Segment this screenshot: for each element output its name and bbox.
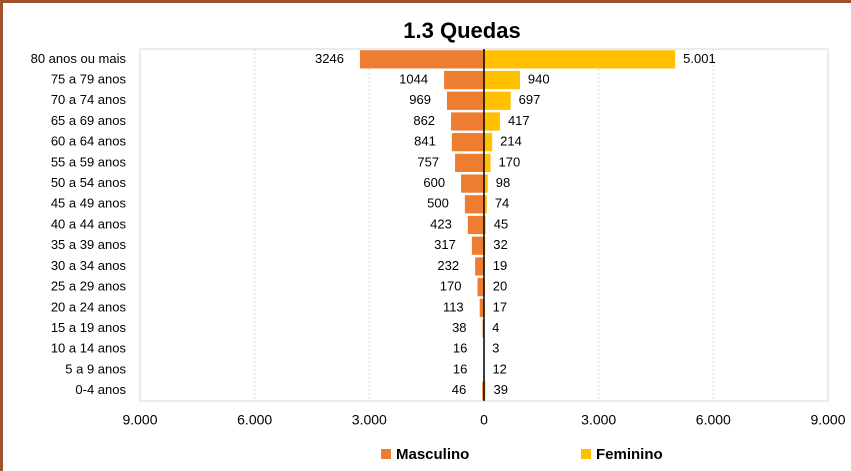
- bar: [484, 70, 520, 90]
- data-label: 697: [519, 92, 541, 107]
- bar: [484, 91, 511, 110]
- data-label: 45: [494, 216, 508, 231]
- category-label: 80 anos ou mais: [31, 51, 127, 66]
- category-label: 55 a 59 anos: [51, 154, 127, 169]
- data-label: 1044: [399, 71, 428, 86]
- data-label: 46: [452, 382, 466, 397]
- data-label: 32: [493, 237, 507, 252]
- bar: [484, 50, 676, 69]
- data-label: 4: [492, 320, 499, 335]
- data-label: 38: [452, 320, 466, 335]
- bar: [451, 112, 484, 131]
- bar: [475, 257, 484, 276]
- x-tick-label: 9.000: [810, 412, 845, 428]
- data-label: 232: [437, 258, 459, 273]
- category-label: 20 a 24 anos: [51, 299, 127, 314]
- category-label: 5 a 9 anos: [65, 361, 126, 376]
- bar: [451, 133, 484, 152]
- data-label: 3246: [315, 51, 344, 66]
- category-label: 25 a 29 anos: [51, 279, 127, 294]
- data-label: 841: [414, 134, 436, 149]
- bar: [446, 91, 484, 110]
- chart-title: 1.3 Quedas: [403, 18, 520, 43]
- data-label: 17: [493, 299, 507, 314]
- data-label: 417: [508, 113, 530, 128]
- data-label: 16: [453, 361, 467, 376]
- data-label: 214: [500, 134, 522, 149]
- data-label: 317: [434, 237, 456, 252]
- data-label: 600: [423, 175, 445, 190]
- data-label: 940: [528, 71, 550, 86]
- data-label: 39: [493, 382, 507, 397]
- category-label: 0-4 anos: [75, 382, 126, 397]
- bar: [484, 133, 493, 152]
- bar: [477, 278, 484, 297]
- category-label: 15 a 19 anos: [51, 320, 127, 335]
- data-label: 423: [430, 216, 452, 231]
- x-tick-label: 3.000: [352, 412, 387, 428]
- category-label: 75 a 79 anos: [51, 71, 127, 86]
- data-label: 862: [413, 113, 435, 128]
- category-label: 30 a 34 anos: [51, 258, 127, 273]
- data-label: 20: [493, 279, 507, 294]
- bar: [484, 195, 487, 214]
- bar: [479, 298, 484, 317]
- bar: [482, 381, 484, 400]
- data-label: 3: [492, 341, 499, 356]
- bar: [484, 174, 488, 193]
- data-label: 113: [443, 299, 464, 314]
- category-label: 35 a 39 anos: [51, 237, 127, 252]
- data-label: 170: [498, 154, 520, 169]
- legend-swatch: [381, 449, 391, 459]
- category-label: 70 a 74 anos: [51, 92, 127, 107]
- category-label: 50 a 54 anos: [51, 175, 127, 190]
- bar: [464, 195, 484, 214]
- data-label: 500: [427, 196, 449, 211]
- data-label: 757: [417, 154, 439, 169]
- data-label: 19: [493, 258, 507, 273]
- category-label: 45 a 49 anos: [51, 196, 127, 211]
- data-label: 98: [496, 175, 510, 190]
- bar: [461, 174, 484, 193]
- bar: [484, 153, 491, 172]
- data-label: 969: [409, 92, 431, 107]
- category-label: 60 a 64 anos: [51, 134, 127, 149]
- bar: [455, 153, 484, 172]
- data-label: 74: [495, 196, 509, 211]
- bar: [471, 236, 484, 255]
- legend-label: Feminino: [596, 446, 663, 463]
- x-tick-label: 6.000: [237, 412, 272, 428]
- bar: [484, 215, 486, 235]
- bar: [359, 50, 484, 69]
- legend-swatch: [581, 449, 591, 459]
- bar: [444, 70, 484, 90]
- category-label: 65 a 69 anos: [51, 113, 127, 128]
- x-tick-label: 3.000: [581, 412, 616, 428]
- data-label: 5.001: [683, 51, 716, 66]
- data-label: 170: [440, 279, 462, 294]
- legend-label: Masculino: [396, 446, 469, 463]
- bar: [467, 215, 484, 235]
- x-tick-label: 0: [480, 412, 488, 428]
- x-tick-label: 9.000: [122, 412, 157, 428]
- data-label: 16: [453, 341, 467, 356]
- category-label: 10 a 14 anos: [51, 341, 127, 356]
- bar: [484, 112, 500, 131]
- category-label: 40 a 44 anos: [51, 216, 127, 231]
- x-tick-label: 6.000: [696, 412, 731, 428]
- data-label: 12: [492, 361, 506, 376]
